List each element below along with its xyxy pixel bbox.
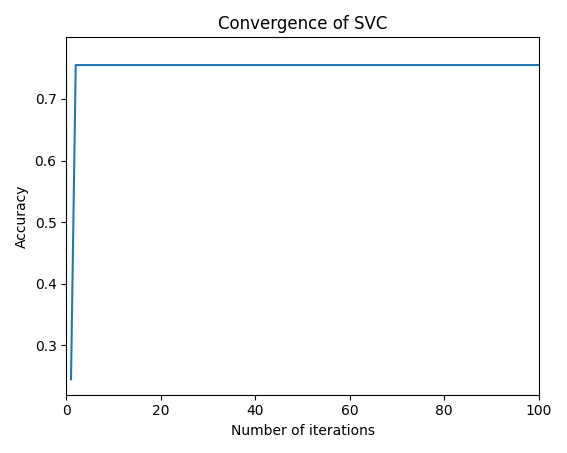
Title: Convergence of SVC: Convergence of SVC (218, 15, 387, 33)
X-axis label: Number of iterations: Number of iterations (231, 424, 375, 438)
Y-axis label: Accuracy: Accuracy (15, 184, 29, 248)
